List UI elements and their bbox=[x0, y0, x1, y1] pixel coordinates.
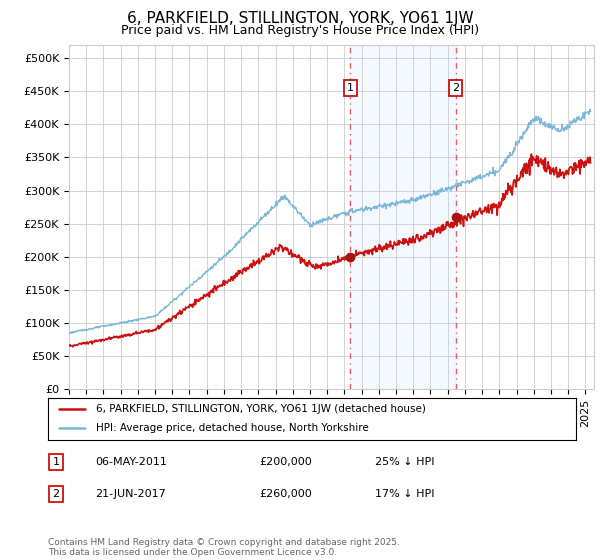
Bar bbox=[350, 45, 456, 389]
Text: 21-JUN-2017: 21-JUN-2017 bbox=[95, 489, 166, 500]
Text: 1: 1 bbox=[347, 83, 354, 93]
Text: £260,000: £260,000 bbox=[259, 489, 312, 500]
Text: 2: 2 bbox=[452, 83, 460, 93]
Text: £200,000: £200,000 bbox=[259, 457, 312, 467]
Text: 6, PARKFIELD, STILLINGTON, YORK, YO61 1JW (detached house): 6, PARKFIELD, STILLINGTON, YORK, YO61 1J… bbox=[95, 404, 425, 414]
Text: 2: 2 bbox=[52, 489, 59, 500]
Text: 1: 1 bbox=[52, 457, 59, 467]
Text: Price paid vs. HM Land Registry's House Price Index (HPI): Price paid vs. HM Land Registry's House … bbox=[121, 24, 479, 36]
Text: 06-MAY-2011: 06-MAY-2011 bbox=[95, 457, 167, 467]
Text: Contains HM Land Registry data © Crown copyright and database right 2025.
This d: Contains HM Land Registry data © Crown c… bbox=[48, 538, 400, 557]
Text: 17% ↓ HPI: 17% ↓ HPI bbox=[376, 489, 435, 500]
Text: HPI: Average price, detached house, North Yorkshire: HPI: Average price, detached house, Nort… bbox=[95, 423, 368, 433]
Text: 6, PARKFIELD, STILLINGTON, YORK, YO61 1JW: 6, PARKFIELD, STILLINGTON, YORK, YO61 1J… bbox=[127, 11, 473, 26]
Text: 25% ↓ HPI: 25% ↓ HPI bbox=[376, 457, 435, 467]
